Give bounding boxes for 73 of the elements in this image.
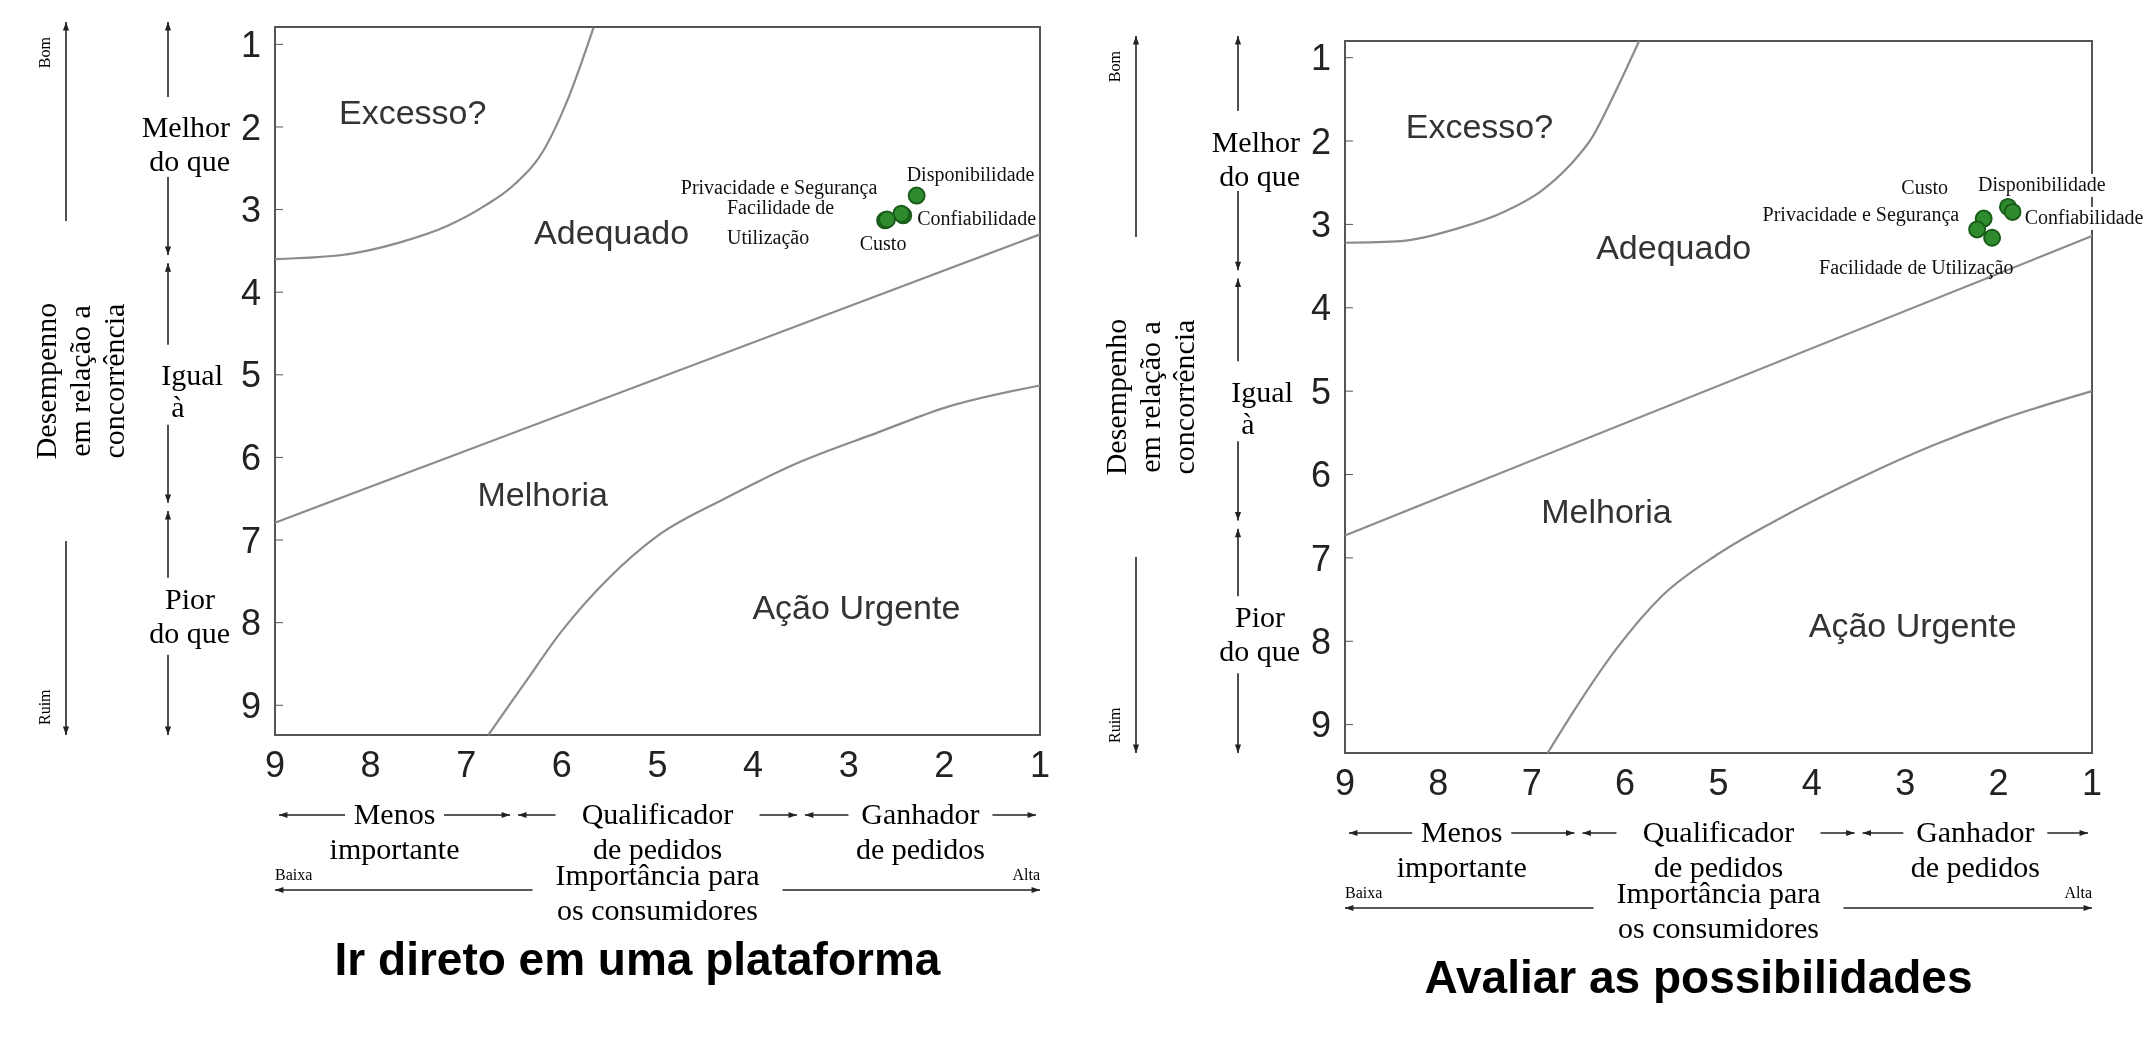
text: Menos importante bbox=[329, 797, 460, 865]
text: Ganhador de pedidos bbox=[1910, 815, 2040, 883]
series-label: Disponibilidade bbox=[1977, 172, 2106, 196]
series-label: Privacidade e Segurança bbox=[680, 175, 878, 199]
series-label: Confiabilidade bbox=[917, 207, 1037, 230]
x-tick-label: 3 bbox=[838, 744, 859, 785]
annotation: Adequado bbox=[1596, 228, 1752, 267]
text: Pior do que bbox=[1219, 600, 1300, 668]
series-label: Custo bbox=[1901, 175, 1949, 198]
y-tick-label: 9 bbox=[240, 684, 261, 726]
text: Bom bbox=[36, 36, 53, 69]
y-tick-label: 5 bbox=[1310, 370, 1331, 412]
text: Baixa bbox=[275, 866, 313, 883]
x-tick-label: 6 bbox=[551, 744, 572, 785]
annotation: Excesso? bbox=[1405, 107, 1554, 146]
x-tick-label: 2 bbox=[1988, 762, 2009, 803]
x-tick-label: 8 bbox=[1428, 762, 1449, 803]
series-label: Privacidade e Segurança bbox=[1762, 203, 1960, 227]
y-tick-label: 2 bbox=[240, 106, 261, 148]
text: Igual à bbox=[161, 358, 223, 424]
x-tick-label: 1 bbox=[1029, 744, 1051, 785]
y-tick-label: 2 bbox=[1310, 120, 1331, 162]
annotation: Melhoria bbox=[477, 475, 609, 514]
y-tick-label: 6 bbox=[1310, 454, 1331, 496]
x-tick-label: 4 bbox=[743, 744, 764, 785]
y-tick-label: 6 bbox=[240, 437, 261, 479]
text: Melhor do que bbox=[1211, 124, 1300, 192]
x-tick-label: 2 bbox=[934, 744, 955, 785]
y-tick-label: 4 bbox=[1310, 287, 1331, 329]
series-label: Disponibilidade bbox=[906, 162, 1035, 186]
y-tick-label: 9 bbox=[1310, 704, 1331, 746]
text: Pior do que bbox=[149, 581, 230, 649]
text: Alta bbox=[1012, 866, 1040, 883]
annotation: Adequado bbox=[534, 213, 690, 252]
series-label: Confiabilidade bbox=[2024, 205, 2144, 228]
y-tick-label: 8 bbox=[1310, 620, 1331, 662]
text: Bom bbox=[1106, 50, 1123, 83]
y-tick-label: 7 bbox=[1310, 537, 1331, 579]
text: Menos importante bbox=[1396, 815, 1527, 883]
annotation: Ação Urgente bbox=[752, 588, 961, 627]
text: Ruim bbox=[1106, 706, 1123, 743]
y-tick-label: 3 bbox=[1310, 204, 1331, 246]
text: Ruim bbox=[36, 688, 53, 725]
y-tick-label: 5 bbox=[240, 354, 261, 396]
annotation: Melhoria bbox=[1541, 491, 1672, 530]
y-tick-label: 7 bbox=[240, 519, 261, 561]
y-tick-label: 1 bbox=[240, 23, 261, 65]
x-tick-label: 8 bbox=[360, 744, 381, 785]
text: Alta bbox=[2064, 884, 2092, 901]
text: Ir direto em uma plataforma bbox=[334, 933, 941, 985]
text: Ganhador de pedidos bbox=[855, 797, 986, 865]
text: Avaliar as possibilidades bbox=[1424, 951, 1973, 1003]
text: Melhor do que bbox=[141, 110, 230, 178]
x-tick-label: 1 bbox=[2081, 762, 2103, 803]
series-label: Custo bbox=[859, 232, 907, 255]
x-tick-label: 5 bbox=[1708, 762, 1729, 803]
x-tick-label: 5 bbox=[647, 744, 668, 785]
x-tick-label: 6 bbox=[1615, 762, 1636, 803]
y-tick-label: 8 bbox=[240, 602, 261, 644]
x-tick-label: 3 bbox=[1895, 762, 1916, 803]
y-tick-label: 4 bbox=[240, 271, 261, 313]
x-tick-label: 7 bbox=[1521, 762, 1542, 803]
x-tick-label: 7 bbox=[456, 744, 477, 785]
y-tick-label: 3 bbox=[240, 189, 261, 231]
text: Baixa bbox=[1345, 884, 1383, 901]
annotation: Ação Urgente bbox=[1808, 605, 2017, 644]
y-axis-title: Desempenho em relação a concorrência bbox=[1099, 318, 1200, 476]
x-tick-label: 4 bbox=[1801, 762, 1822, 803]
y-tick-label: 1 bbox=[1310, 37, 1331, 79]
series-label: Facilidade de Utilização bbox=[1819, 255, 2014, 279]
y-axis-title: Desempenno em relação a concorrência bbox=[29, 302, 130, 460]
text: Igual à bbox=[1231, 374, 1293, 440]
annotation: Excesso? bbox=[339, 92, 487, 131]
